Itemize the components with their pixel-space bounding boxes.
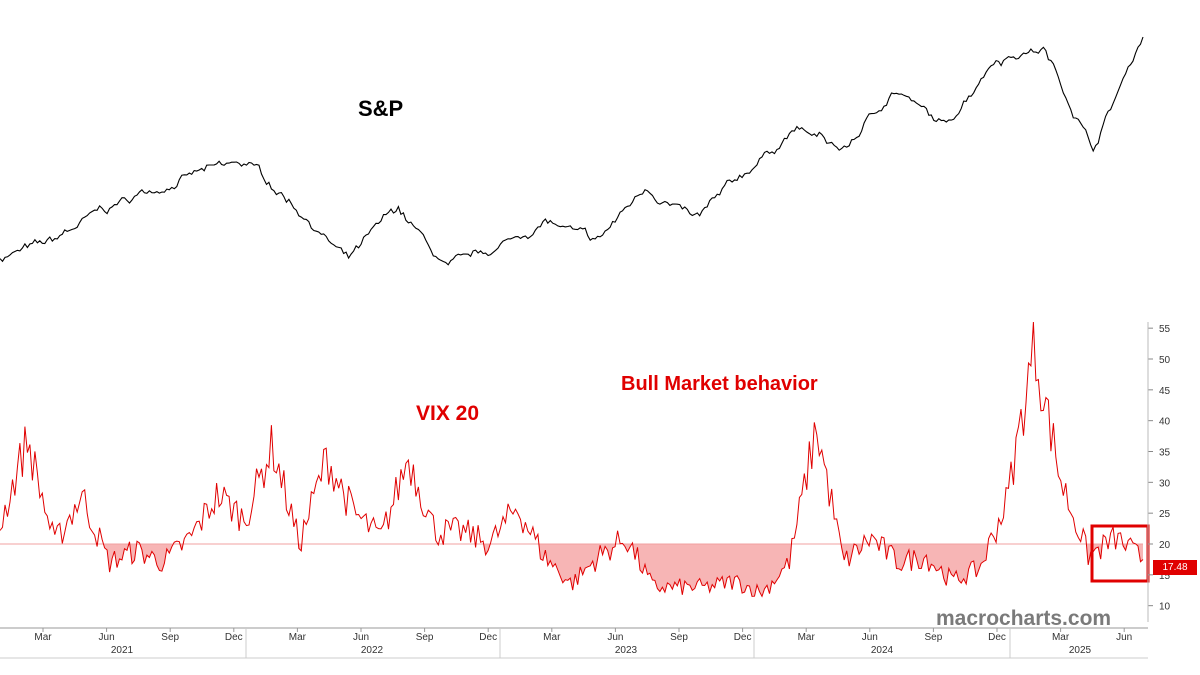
x-month-label: Jun [607, 632, 623, 643]
x-month-label: Mar [1052, 632, 1070, 643]
x-year-label: 2022 [361, 645, 384, 656]
x-month-label: Mar [34, 632, 52, 643]
x-month-label: Mar [798, 632, 816, 643]
x-month-label: Mar [543, 632, 561, 643]
x-year-label: 2025 [1069, 645, 1092, 656]
y-tick-label: 20 [1159, 540, 1171, 551]
y-tick-label: 45 [1159, 386, 1171, 397]
x-year-label: 2021 [111, 645, 134, 656]
x-month-label: Jun [1116, 632, 1132, 643]
y-tick-label: 30 [1159, 478, 1171, 489]
x-month-label: Dec [479, 632, 497, 643]
x-month-label: Sep [925, 632, 943, 643]
x-month-label: Jun [862, 632, 878, 643]
x-month-label: Dec [225, 632, 243, 643]
x-year-label: 2023 [615, 645, 638, 656]
bull-market-annotation: Bull Market behavior [621, 373, 818, 395]
vix-series-label: VIX 20 [416, 402, 480, 425]
x-year-label: 2024 [871, 645, 894, 656]
sp-line [0, 36, 1144, 266]
x-month-label: Jun [353, 632, 369, 643]
x-month-label: Sep [161, 632, 179, 643]
x-month-label: Dec [734, 632, 752, 643]
y-tick-label: 10 [1159, 602, 1171, 613]
y-tick-label: 35 [1159, 448, 1171, 459]
vix-current-value-badge: 17.48 [1153, 560, 1197, 575]
x-month-label: Sep [416, 632, 434, 643]
y-tick-label: 50 [1159, 355, 1171, 366]
x-month-label: Dec [988, 632, 1006, 643]
sp-series-label: S&P [358, 96, 404, 121]
y-tick-label: 55 [1159, 324, 1171, 335]
x-month-label: Sep [670, 632, 688, 643]
watermark: macrocharts.com [936, 607, 1112, 630]
vix-line [0, 321, 1144, 598]
y-tick-label: 40 [1159, 417, 1171, 428]
y-tick-label: 15 [1159, 571, 1171, 582]
x-month-label: Jun [99, 632, 115, 643]
y-tick-label: 25 [1159, 509, 1171, 520]
vix-below-threshold-area [0, 544, 1143, 597]
x-month-label: Mar [289, 632, 307, 643]
